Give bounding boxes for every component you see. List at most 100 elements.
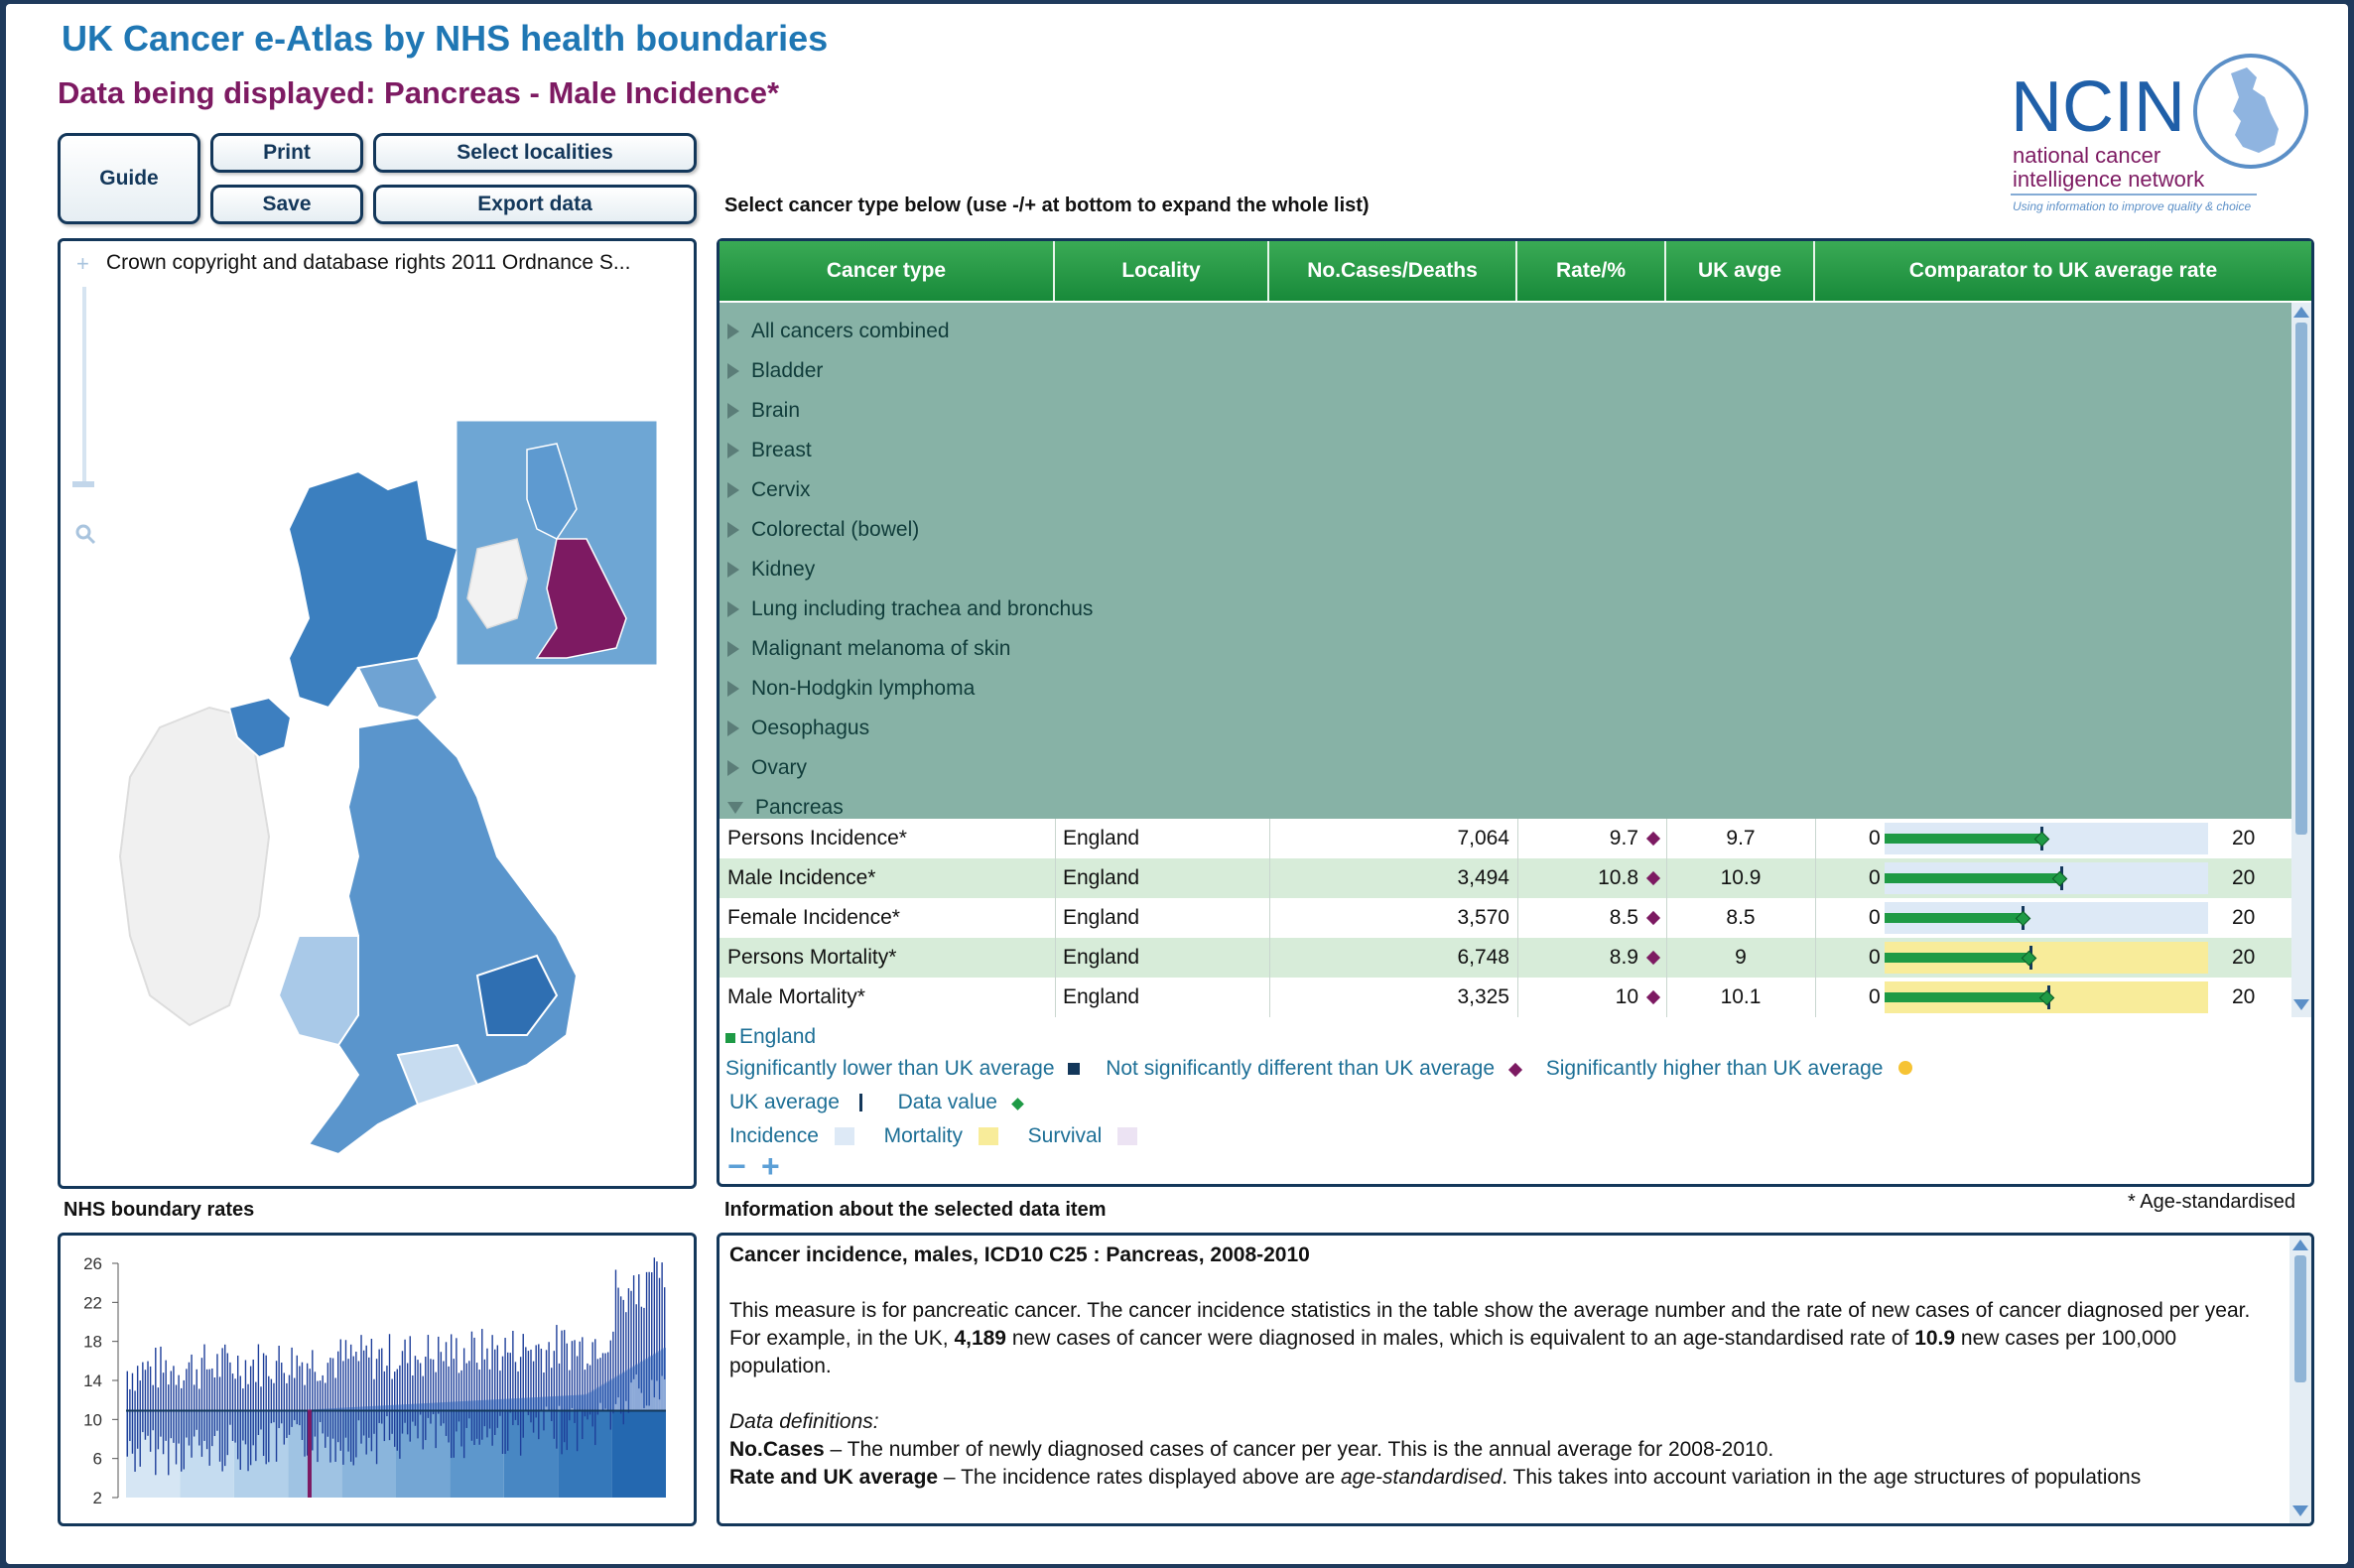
header-locality[interactable]: Locality (1055, 241, 1269, 301)
boundary-value-bar (493, 1399, 497, 1411)
legend-england-label: England (739, 1025, 817, 1048)
cancer-type-item[interactable]: Brain (727, 392, 800, 430)
comparator-bar: 0 20 (1815, 898, 2291, 938)
cancer-type-item[interactable]: Oesophagus (727, 710, 869, 747)
table-row[interactable]: Persons Mortality* England 6,748 8.9 9 0 20 (719, 938, 2291, 978)
info-def2: Rate and UK average – The incidence rate… (729, 1466, 2142, 1489)
info-panel[interactable]: Cancer incidence, males, ICD10 C25 : Pan… (717, 1233, 2314, 1526)
boundary-value-bar (586, 1393, 589, 1411)
cancer-type-item[interactable]: Ovary (727, 749, 807, 787)
quantile-band (558, 1410, 612, 1498)
boundary-rates-heading: NHS boundary rates (64, 1199, 255, 1221)
logo-ring (2193, 54, 2308, 169)
save-button[interactable]: Save (210, 185, 363, 224)
zoom-slider-handle[interactable] (72, 481, 94, 487)
boundary-value-bar (547, 1396, 551, 1411)
y-tick-label: 22 (83, 1293, 102, 1312)
info-para2: For example, in the UK, 4,189 new cases … (729, 1327, 2177, 1377)
boundary-value-bar (370, 1405, 373, 1411)
boundary-value-bar (637, 1363, 641, 1411)
y-tick-label: 10 (83, 1410, 102, 1429)
boundary-value-bar (588, 1391, 591, 1411)
cell-cases: 7,064 (1457, 827, 1509, 849)
guide-button[interactable]: Guide (58, 133, 200, 224)
cell-cases: 3,494 (1457, 866, 1509, 889)
header-comparator[interactable]: Comparator to UK average rate (1815, 241, 2311, 301)
cancer-type-list: All cancers combined Bladder Brain Breast Ce… (719, 303, 2291, 819)
boundary-value-bar (477, 1400, 481, 1411)
select-localities-button[interactable]: Select localities (373, 133, 697, 173)
boundary-value-bar (459, 1401, 463, 1411)
cell-locality: England (1063, 985, 1140, 1008)
boundary-value-bar (416, 1403, 420, 1411)
comparator-max: 20 (2232, 906, 2256, 929)
cancer-type-item[interactable]: All cancers combined (727, 313, 950, 350)
table-row[interactable]: Male Mortality* England 3,325 10 10.1 0 20 (719, 978, 2291, 1017)
boundary-value-bar (464, 1400, 468, 1411)
boundary-value-bar (584, 1394, 587, 1411)
cancer-type-item[interactable]: Lung including trachea and bronchus (727, 590, 1093, 628)
legend-markers: UK average Data value (729, 1091, 1024, 1114)
boundary-value-bar (403, 1404, 407, 1411)
print-button[interactable]: Print (210, 133, 363, 173)
boundary-value-bar (344, 1407, 347, 1411)
table-row[interactable]: Female Incidence* England 3,570 8.5 8.5 0 20 (719, 898, 2291, 938)
table-row[interactable]: Persons Incidence* England 7,064 9.7 9.7 0 20 (719, 819, 2291, 858)
boundary-value-bar (432, 1402, 435, 1411)
table-scroll-thumb[interactable] (2295, 323, 2307, 835)
info-scroll-up-icon[interactable] (2292, 1240, 2308, 1250)
boundary-chart-panel[interactable]: 26 22 18 14 10 6 2 (58, 1233, 697, 1526)
info-def1: No.Cases – The number of newly diagnosed… (729, 1438, 1774, 1461)
collapsed-triangle-icon (727, 482, 739, 498)
info-title: Cancer incidence, males, ICD10 C25 : Pan… (729, 1243, 1310, 1266)
legend-not-sig: Not significantly different than UK aver… (1106, 1057, 1496, 1080)
cancer-type-item[interactable]: Kidney (727, 551, 815, 588)
app-window: UK Cancer e-Atlas by NHS health boundari… (6, 4, 2348, 1564)
cell-locality: England (1063, 946, 1140, 969)
boundary-rates-chart[interactable]: 26 22 18 14 10 6 2 (61, 1236, 694, 1523)
cancer-type-item[interactable]: Breast (727, 432, 812, 469)
comparator-max: 20 (2232, 827, 2256, 849)
quantile-band (503, 1410, 559, 1498)
uk-map[interactable] (61, 241, 694, 1186)
scroll-up-icon[interactable] (2293, 307, 2309, 318)
scroll-down-icon[interactable] (2293, 999, 2309, 1010)
collapsed-triangle-icon (727, 760, 739, 776)
cancer-type-item[interactable]: Colorectal (bowel) (727, 511, 919, 549)
header-cases[interactable]: No.Cases/Deaths (1269, 241, 1517, 301)
cancer-type-item[interactable]: Cervix (727, 471, 811, 509)
collapse-list-button[interactable]: − (727, 1148, 746, 1184)
expand-list-button[interactable]: + (761, 1148, 780, 1184)
header-uk-avge[interactable]: UK avge (1666, 241, 1815, 301)
boundary-value-bar (506, 1398, 509, 1411)
zoom-in-icon[interactable]: + (76, 251, 89, 276)
boundary-value-bar (553, 1396, 556, 1411)
table-row[interactable]: Male Incidence* England 3,494 10.8 10.9 0 20 (719, 858, 2291, 898)
cancer-type-item[interactable]: Bladder (727, 352, 823, 390)
collapsed-triangle-icon (727, 641, 739, 657)
cancer-type-item[interactable]: Malignant melanoma of skin (727, 630, 1010, 668)
survival-swatch-icon (1117, 1127, 1138, 1146)
info-scroll-thumb[interactable] (2294, 1255, 2306, 1382)
zoom-slider-track[interactable] (82, 287, 86, 485)
zoom-search-icon[interactable] (74, 523, 96, 550)
data-table-panel: Cancer type Locality No.Cases/Deaths Rat… (717, 238, 2314, 1187)
boundary-value-bar (472, 1400, 476, 1411)
logo-line1: national cancer (2013, 143, 2160, 168)
info-scroll-down-icon[interactable] (2292, 1505, 2308, 1516)
cancer-type-label: Oesophagus (751, 717, 870, 739)
cancer-type-label: Malignant melanoma of skin (751, 637, 1011, 660)
header-rate[interactable]: Rate/% (1517, 241, 1666, 301)
boundary-value-bar (603, 1382, 607, 1411)
boundary-value-bar (419, 1403, 422, 1411)
header-cancer-type[interactable]: Cancer type (719, 241, 1055, 301)
export-data-button[interactable]: Export data (373, 185, 697, 224)
boundary-value-bar (396, 1404, 399, 1411)
comparator-max: 20 (2232, 946, 2256, 969)
map-panel[interactable]: Crown copyright and database rights 2011… (58, 238, 697, 1189)
boundary-value-bar (341, 1407, 345, 1411)
northern-ireland-region (227, 696, 293, 759)
cancer-type-item[interactable]: Pancreas (727, 789, 844, 827)
boundary-value-bar (627, 1369, 630, 1411)
cancer-type-item[interactable]: Non-Hodgkin lymphoma (727, 670, 975, 708)
